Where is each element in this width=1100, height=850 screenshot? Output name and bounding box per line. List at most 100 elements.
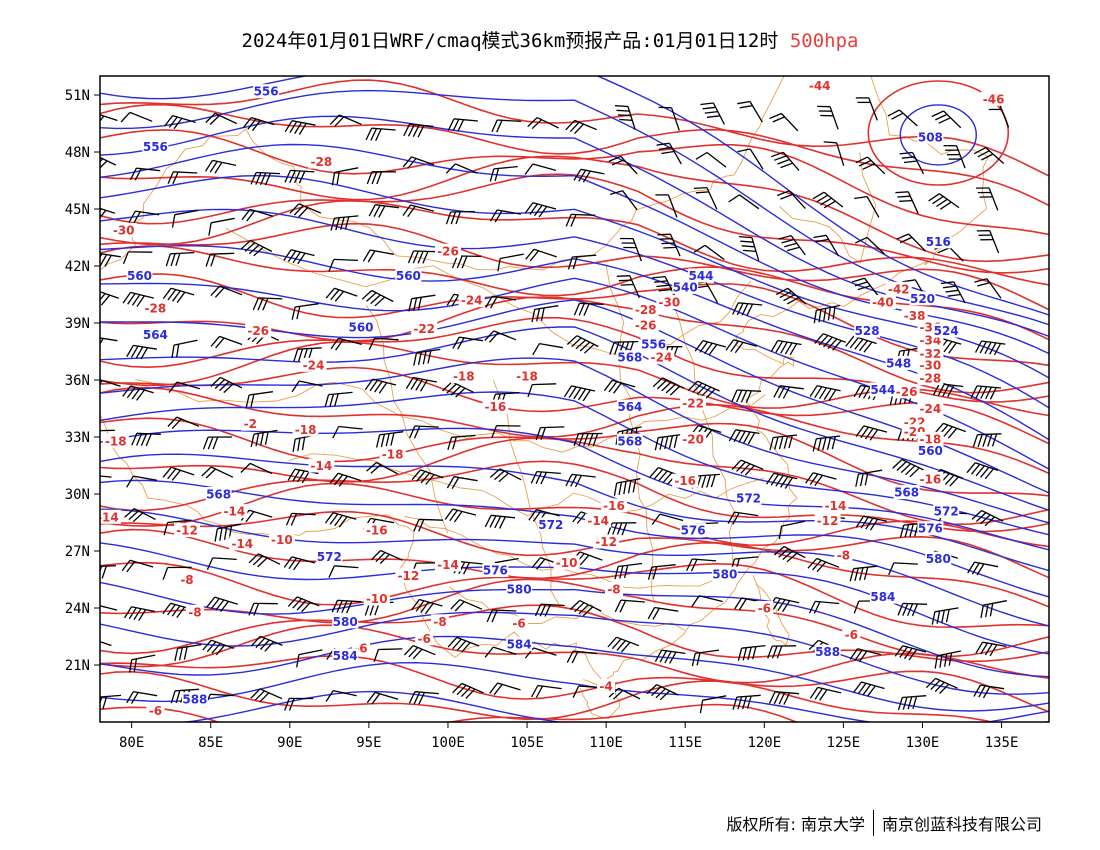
wind-barb	[888, 562, 918, 576]
temperature-label-bg	[842, 627, 861, 642]
wind-barb	[565, 119, 598, 135]
wind-barb	[738, 235, 760, 261]
temperature-label-bg	[458, 293, 485, 308]
temperature-label: -14	[437, 558, 459, 572]
wind-barb	[732, 302, 763, 317]
temperature-label-bg	[245, 323, 272, 338]
height-label: 564	[143, 328, 168, 342]
temperature-label-bg	[379, 447, 406, 462]
boundary-line	[225, 227, 752, 358]
height-label: 584	[870, 590, 895, 604]
boundary-line	[404, 516, 730, 589]
temperature-label: -2	[244, 417, 257, 431]
wind-barb	[210, 335, 243, 349]
wind-barb	[691, 595, 723, 607]
height-contour	[100, 326, 1049, 511]
wind-barb	[530, 470, 561, 485]
height-label: 580	[712, 567, 737, 581]
x-axis: 80E 85E 90E 95E 100E 105E 110E 115E 120E 125E 130E…	[119, 722, 1018, 751]
wind-barb	[854, 195, 880, 218]
wind-barb	[573, 432, 603, 447]
wind-barb	[484, 330, 517, 343]
height-label: 568	[206, 488, 231, 502]
wind-barb	[165, 251, 195, 267]
temperature-label: -26	[635, 318, 657, 332]
wind-barb	[100, 337, 118, 346]
wind-barb	[291, 303, 319, 320]
temperature-label-bg	[593, 534, 620, 549]
wind-barb	[766, 472, 798, 489]
wind-barb	[445, 163, 478, 174]
temperature-contour	[100, 703, 799, 722]
height-contour	[100, 508, 1049, 627]
temperature-label-bg	[822, 498, 849, 513]
wind-barb	[812, 435, 841, 452]
temperature-label: -42	[888, 282, 910, 296]
wind-barb	[657, 233, 681, 257]
wind-barb	[252, 297, 283, 311]
wind-barb	[616, 275, 640, 299]
wind-barb	[413, 518, 444, 532]
wind-barb	[361, 289, 394, 307]
height-label-bg	[142, 139, 169, 154]
temperature-label: -32	[920, 347, 942, 361]
height-contour	[100, 661, 1049, 722]
wind-barb	[524, 163, 557, 175]
wind-barb	[402, 204, 434, 218]
wind-barb	[732, 694, 761, 710]
y-tick-label: 45N	[65, 202, 90, 218]
height-label: 560	[396, 269, 421, 283]
height-label-bg	[869, 589, 896, 604]
temperature-label: -44	[809, 79, 831, 93]
wind-barb	[855, 97, 878, 121]
wind-barb	[250, 171, 281, 186]
wind-barb	[931, 110, 962, 129]
x-tick-label: 135E	[985, 735, 1019, 751]
wind-barb	[972, 433, 1002, 448]
temperature-label-bg	[514, 369, 540, 384]
temperature-contour	[100, 129, 1049, 236]
y-tick-label: 27N	[65, 544, 90, 560]
height-label-bg	[142, 327, 169, 342]
wind-barb	[284, 697, 314, 711]
temperature-contour	[100, 155, 1049, 263]
temperature-label-bg	[100, 509, 121, 524]
wind-barb	[126, 690, 158, 704]
temperature-label: -10	[366, 592, 388, 606]
wind-barb	[808, 600, 840, 614]
wind-barb	[620, 237, 643, 262]
temperature-label-bg	[806, 78, 833, 93]
wind-barb	[646, 684, 679, 701]
wind-barb	[408, 294, 436, 312]
height-label: 540	[673, 280, 698, 294]
wind-barb	[131, 432, 161, 447]
height-label: 528	[855, 324, 880, 338]
temperature-label: -18	[382, 448, 404, 462]
wind-barb	[565, 213, 596, 227]
y-tick-label: 39N	[65, 316, 90, 332]
temperature-label: -8	[837, 548, 850, 562]
height-label-bg	[506, 637, 533, 652]
wind-barb	[775, 287, 807, 305]
wind-barb	[285, 512, 316, 526]
temperature-label-bg	[917, 431, 944, 446]
height-label: 556	[254, 85, 279, 99]
height-label: 576	[918, 522, 943, 536]
wind-barb	[371, 549, 403, 565]
wind-barb	[699, 695, 727, 714]
wind-barb	[411, 469, 444, 485]
wind-barb	[569, 600, 602, 617]
height-contour	[100, 391, 1049, 536]
wind-barb	[845, 335, 877, 353]
temperature-label: -12	[176, 524, 198, 538]
temperature-label: -20	[682, 432, 704, 446]
y-axis: 51N 48N 45N 42N 39N 36N 33N 30N 27N 24N 21N	[65, 88, 100, 674]
wind-barb	[849, 565, 878, 582]
height-label-bg	[735, 490, 762, 505]
temperature-contour	[100, 670, 995, 722]
temperature-label: -18	[105, 434, 127, 448]
wind-barb	[100, 605, 118, 611]
wind-barb	[442, 381, 474, 398]
wind-barb	[328, 565, 359, 578]
temperature-label: -16	[603, 499, 625, 513]
